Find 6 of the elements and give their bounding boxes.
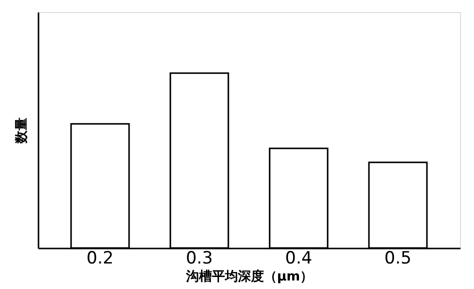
x-tick-label: 0.4 [285, 248, 312, 268]
x-axis-title: 沟槽平均深度（μm） [184, 268, 314, 284]
x-tick-label: 0.3 [186, 248, 213, 268]
y-axis-title: 数量 [14, 118, 30, 144]
x-tick-label: 0.2 [86, 248, 114, 268]
x-tick-label: 0.5 [384, 248, 412, 268]
